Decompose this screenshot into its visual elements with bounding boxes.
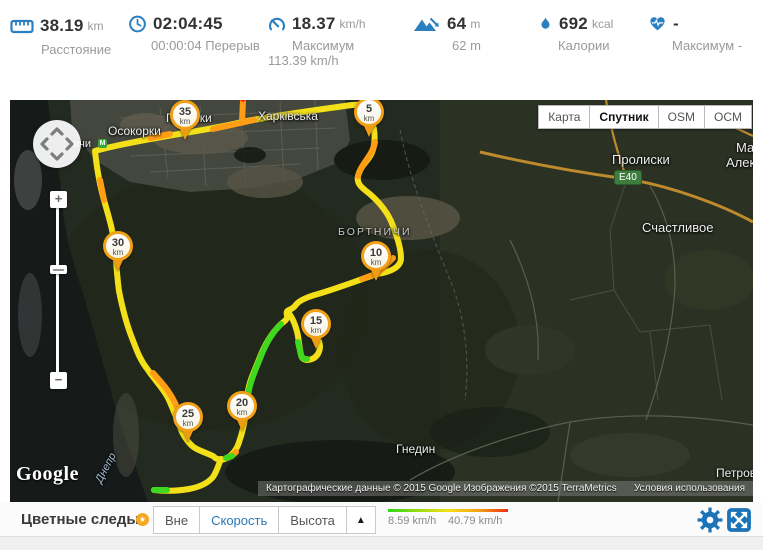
road-badge-e40: E40	[614, 170, 642, 185]
stat-elevation: 64 m 62 m	[413, 14, 481, 53]
speed-gradient-legend	[388, 509, 508, 512]
elevation-min-label: 62 m	[452, 38, 481, 53]
calories-label: Калории	[558, 38, 610, 53]
pause-label: 00:00:04 Перерыв	[151, 38, 260, 53]
stat-distance: 38.19 km Расстояние	[10, 14, 111, 57]
map-type-switcher: Карта Спутник OSM OCM	[538, 105, 752, 129]
map-type-ocm[interactable]: OCM	[705, 105, 752, 129]
legend-max-speed: 40.79 km/h	[448, 515, 503, 527]
heart-icon	[650, 17, 665, 31]
trace-toolbar: Цветные следы ★ Вне Скорость Высота ▲ 8.…	[0, 502, 763, 537]
trace-mode-buttons: Вне Скорость Высота ▲	[153, 506, 376, 534]
trace-mode-expand-button[interactable]: ▲	[345, 506, 376, 534]
avg-speed-value: 18.37	[292, 14, 336, 33]
elevation-max-value: 64	[447, 14, 467, 33]
duration-value: 02:04:45	[153, 14, 223, 33]
map-attribution: Картографические данные © 2015 Google Из…	[258, 481, 753, 496]
zoom-slider-handle[interactable]	[50, 265, 67, 274]
trace-title: Цветные следы	[21, 511, 140, 528]
attribution-text: Картографические данные © 2015 Google Из…	[266, 483, 617, 494]
metro-icon: М	[98, 139, 107, 148]
map-type-osm[interactable]: OSM	[658, 105, 705, 129]
elevation-unit: m	[470, 17, 481, 31]
premium-star-badge: ★	[136, 513, 149, 526]
settings-button[interactable]	[697, 507, 723, 533]
pan-arrows-icon	[40, 127, 74, 161]
map-type-satellite[interactable]: Спутник	[590, 105, 659, 129]
route-overlay	[92, 100, 404, 494]
fullscreen-button[interactable]	[726, 507, 752, 533]
ruler-icon	[10, 19, 34, 34]
heart-rate-max-label: Максимум -	[672, 38, 743, 53]
stat-heart-rate: - Максимум -	[648, 14, 742, 53]
zoom-slider-track	[56, 207, 59, 375]
stat-calories: 692 kcal Калории	[538, 14, 613, 53]
legend-min-speed: 8.59 km/h	[388, 515, 437, 527]
clock-icon	[129, 15, 146, 33]
page-footer-strip	[0, 537, 763, 550]
distance-value: 38.19	[40, 16, 84, 35]
calories-value: 692	[559, 14, 588, 33]
speedometer-icon	[268, 17, 286, 30]
heart-rate-value: -	[673, 14, 679, 33]
stat-duration: 02:04:45 00:00:04 Перерыв	[128, 14, 260, 53]
stats-bar: 38.19 km Расстояние 02:04:45 00:00:04 Пе…	[0, 0, 763, 100]
avg-speed-unit: km/h	[339, 17, 366, 31]
trace-mode-speed[interactable]: Скорость	[199, 506, 280, 534]
terms-link[interactable]: Условия использования	[634, 483, 745, 494]
distance-label: Расстояние	[41, 42, 112, 57]
fullscreen-icon	[727, 508, 751, 532]
map-canvas[interactable]: тичи М Осокорки Позняки Харківська БОРТН…	[10, 100, 753, 502]
distance-unit: km	[87, 19, 104, 33]
flame-icon	[541, 17, 550, 29]
stat-avg-speed: 18.37 km/h Максимум 113.39 km/h	[268, 14, 398, 68]
map-pan-control[interactable]	[33, 120, 81, 168]
mountains-icon	[414, 17, 439, 31]
trace-mode-off[interactable]: Вне	[153, 506, 201, 534]
google-logo: Google	[16, 463, 79, 485]
satellite-imagery	[10, 100, 753, 502]
zoom-in-button[interactable]: +	[50, 191, 67, 208]
calories-unit: kcal	[591, 17, 614, 31]
gear-icon	[697, 507, 723, 533]
trace-mode-altitude[interactable]: Высота	[278, 506, 347, 534]
max-speed-label: Максимум 113.39 km/h	[268, 38, 355, 68]
map-type-map[interactable]: Карта	[538, 105, 591, 129]
zoom-out-button[interactable]: −	[50, 372, 67, 389]
